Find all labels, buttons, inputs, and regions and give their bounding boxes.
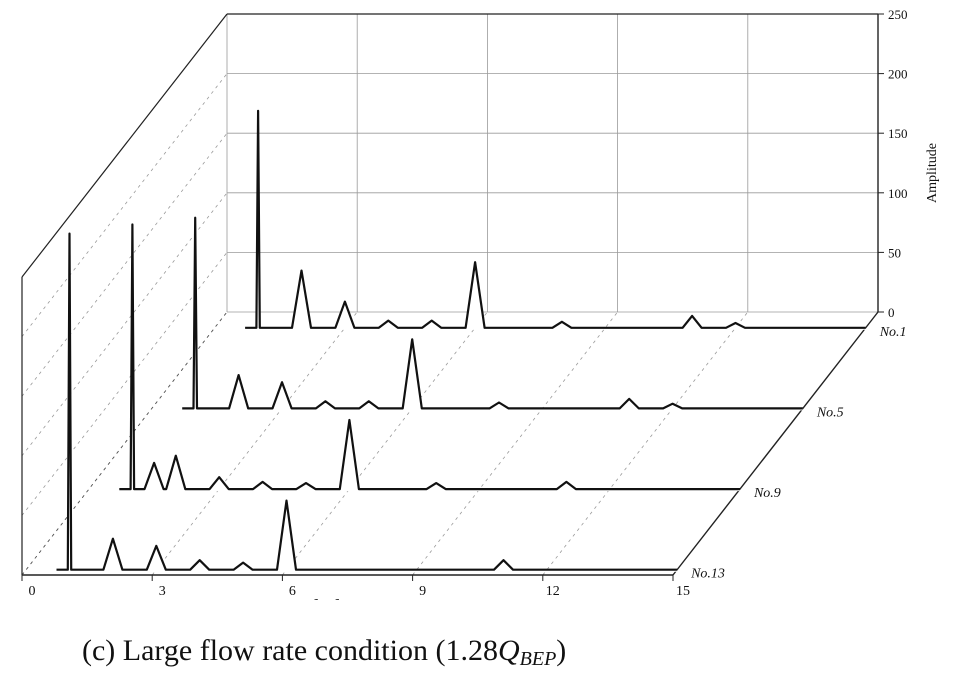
series-layer	[56, 109, 866, 572]
floor-grid	[542, 311, 749, 576]
z-tick-label: 100	[888, 186, 908, 201]
x-tick-label: 0	[29, 584, 36, 599]
x-tick-label: 9	[419, 584, 426, 599]
x-tick-label: 15	[676, 584, 690, 599]
x-tick-label: 6	[289, 584, 296, 599]
floor-grid	[282, 311, 488, 576]
figure-caption: (c) Large flow rate condition (1.28QBEP)	[82, 634, 567, 670]
z-tick-label: 250	[888, 7, 908, 22]
x-axis-title: f / fn	[310, 596, 343, 600]
labels-layer: 0 50 100 150 200 250 0 3 6 9 12 15 Amplitude f / fn No…	[29, 7, 941, 600]
caption-prefix: (c) Large flow rate condition (1.28	[82, 634, 498, 667]
z-tick-label: 150	[888, 126, 908, 141]
series-mask	[119, 224, 741, 492]
x-tick-label: 3	[159, 584, 166, 599]
axis-walls	[21, 13, 879, 576]
series-no9	[119, 223, 741, 492]
x-tick-label: 12	[546, 584, 560, 599]
series-label: No.13	[690, 567, 725, 582]
depth-axis-right	[672, 311, 879, 576]
z-tick-label: 0	[888, 305, 895, 320]
series-line	[182, 216, 803, 410]
waterfall-chart: 0 50 100 150 200 250 0 3 6 9 12 15 Amplitude f / fn No…	[21, 7, 941, 600]
floor-grid	[412, 311, 618, 576]
series-label: No.9	[753, 486, 781, 501]
series-label: No.5	[816, 405, 844, 420]
caption-suffix: )	[556, 634, 567, 667]
caption-q: Q	[497, 634, 520, 667]
series-no13	[56, 232, 678, 572]
z-tick-label: 50	[888, 245, 901, 260]
left-wall-top-edge	[21, 13, 228, 278]
series-mask	[245, 110, 866, 330]
series-no1	[245, 109, 866, 330]
z-tick-label: 200	[888, 67, 908, 82]
series-label: No.1	[879, 325, 907, 340]
z-axis-title: Amplitude	[925, 143, 940, 203]
series-no5	[182, 216, 803, 411]
series-mask	[182, 217, 803, 411]
floor-grid	[151, 311, 358, 576]
caption-subscript: BEP	[519, 648, 557, 670]
series-line	[245, 109, 866, 329]
series-line	[119, 223, 740, 491]
